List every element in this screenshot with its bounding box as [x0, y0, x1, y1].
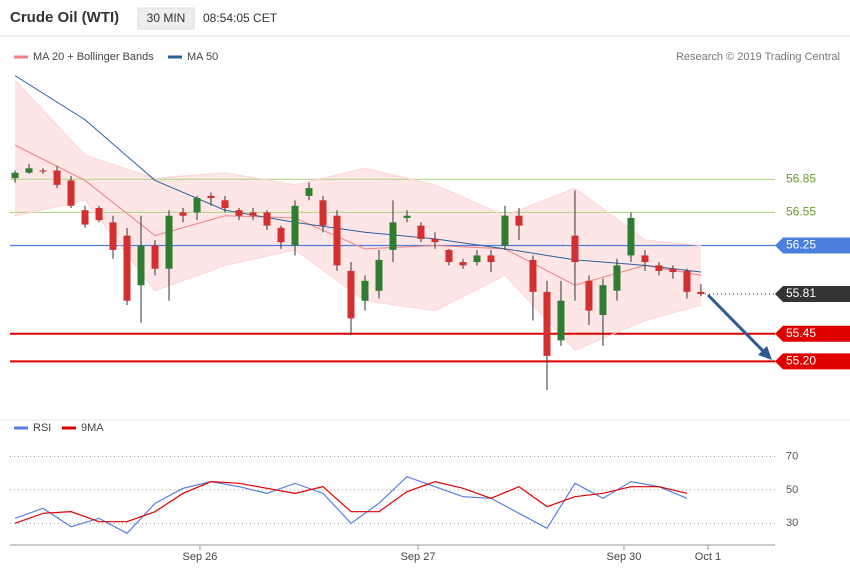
y-tick-label: 70: [786, 451, 798, 463]
candle-body: [333, 215, 341, 266]
candle-body: [25, 168, 33, 173]
candle-body: [347, 270, 355, 319]
candle-body: [11, 172, 19, 179]
x-tick-label: Oct 1: [695, 551, 721, 563]
ma20-line: [14, 144, 702, 286]
level-label: 55.20: [786, 354, 816, 368]
candle-body: [165, 215, 173, 269]
candle-body: [95, 208, 103, 221]
candle-body: [683, 270, 691, 292]
candle-body: [179, 212, 187, 216]
candle-body: [571, 235, 579, 263]
candle-body: [361, 280, 369, 301]
y-tick-label: 30: [786, 517, 798, 529]
candle-body: [543, 291, 551, 356]
candle-body: [389, 222, 397, 250]
candle-body: [67, 180, 75, 206]
candle-body: [109, 222, 117, 250]
candle-body: [669, 268, 677, 272]
candle-body: [221, 200, 229, 209]
x-tick-label: Sep 26: [183, 551, 218, 563]
copyright: Research © 2019 Trading Central: [676, 51, 840, 63]
candle-body: [235, 210, 243, 216]
candle-body: [459, 262, 467, 266]
legend-label: MA 50: [187, 51, 218, 63]
candle-body: [151, 245, 159, 269]
candle-body: [249, 212, 257, 216]
band-edge: [14, 79, 701, 247]
candle-body: [417, 225, 425, 239]
level-label: 56.55: [786, 205, 816, 219]
candle-body: [137, 245, 145, 286]
candle-body: [319, 200, 327, 226]
level-label-box: [775, 325, 850, 342]
forecast-arrow: [706, 293, 768, 356]
chart-title: Crude Oil (WTI): [10, 9, 119, 26]
candle-body: [123, 235, 131, 301]
candle-body: [277, 227, 285, 243]
plot: 56.85 56.55 56.25 55.81 55.45 55.20 Sep 26 Sep …: [10, 75, 850, 563]
candle-body: [375, 259, 383, 291]
candle-body: [81, 210, 89, 225]
legend-label: MA 20 + Bollinger Bands: [33, 51, 154, 63]
candle-body: [641, 255, 649, 263]
candle-body: [445, 249, 453, 263]
level-label: 55.81: [786, 286, 816, 300]
candle-body: [515, 215, 523, 226]
candle-body: [501, 215, 509, 246]
level-label-box: [775, 353, 850, 370]
interval: 30 MIN: [147, 11, 186, 25]
legend-label: RSI: [33, 422, 51, 434]
candle-body: [487, 255, 495, 263]
level-label-box: [775, 286, 850, 303]
x-tick-label: Sep 27: [401, 551, 436, 563]
candle-body: [529, 259, 537, 292]
candle-body: [613, 265, 621, 291]
rsi-line: [14, 475, 688, 535]
candle-body: [627, 217, 635, 256]
candle-body: [403, 215, 411, 218]
level-label: 55.45: [786, 326, 816, 340]
time: 08:54:05 CET: [203, 11, 278, 25]
candle-body: [263, 212, 271, 226]
candle-body: [193, 198, 201, 213]
candle-body: [39, 170, 47, 172]
candle-body: [291, 205, 299, 246]
candle-body: [655, 265, 663, 271]
rsi-line: [14, 481, 688, 524]
y-tick-label: 50: [786, 484, 798, 496]
candle-body: [697, 291, 705, 295]
candle-body: [53, 170, 61, 185]
candle-body: [207, 195, 215, 199]
candle-body: [557, 300, 565, 341]
level-label: 56.25: [786, 238, 816, 252]
candle-body: [599, 285, 607, 316]
candle-body: [431, 238, 439, 243]
candle-body: [305, 188, 313, 196]
interval-box: [137, 7, 195, 30]
arrow-head: [758, 346, 772, 360]
x-tick-label: Sep 30: [607, 551, 642, 563]
candle-body: [585, 280, 593, 311]
ma50-line: [14, 75, 702, 273]
level-label-box: [775, 237, 850, 254]
level-label: 56.85: [786, 171, 816, 185]
candle-body: [473, 255, 481, 263]
legend-label: 9MA: [81, 422, 104, 434]
